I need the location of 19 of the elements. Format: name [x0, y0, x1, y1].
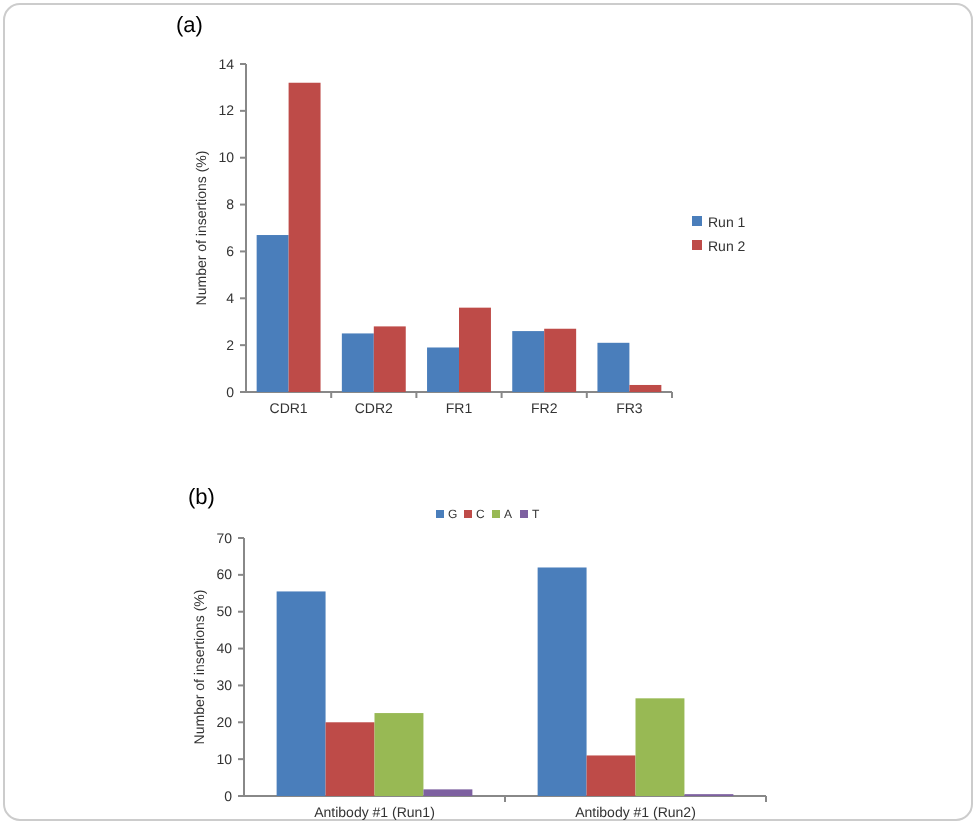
chart-title: (b)	[188, 486, 215, 510]
chart-title: (a)	[176, 14, 203, 38]
bar	[544, 328, 577, 392]
bar	[256, 235, 289, 392]
bar	[325, 722, 375, 796]
bar	[374, 713, 424, 796]
bar	[276, 591, 326, 796]
bar	[597, 342, 630, 392]
bar	[423, 789, 473, 796]
bar	[512, 331, 545, 392]
bar	[586, 755, 636, 796]
bar	[537, 567, 587, 796]
bar	[427, 347, 459, 392]
bar	[373, 326, 406, 392]
bar	[635, 698, 685, 796]
bar	[341, 333, 374, 392]
bar	[629, 384, 662, 392]
bar	[459, 307, 491, 392]
bar	[288, 82, 321, 392]
